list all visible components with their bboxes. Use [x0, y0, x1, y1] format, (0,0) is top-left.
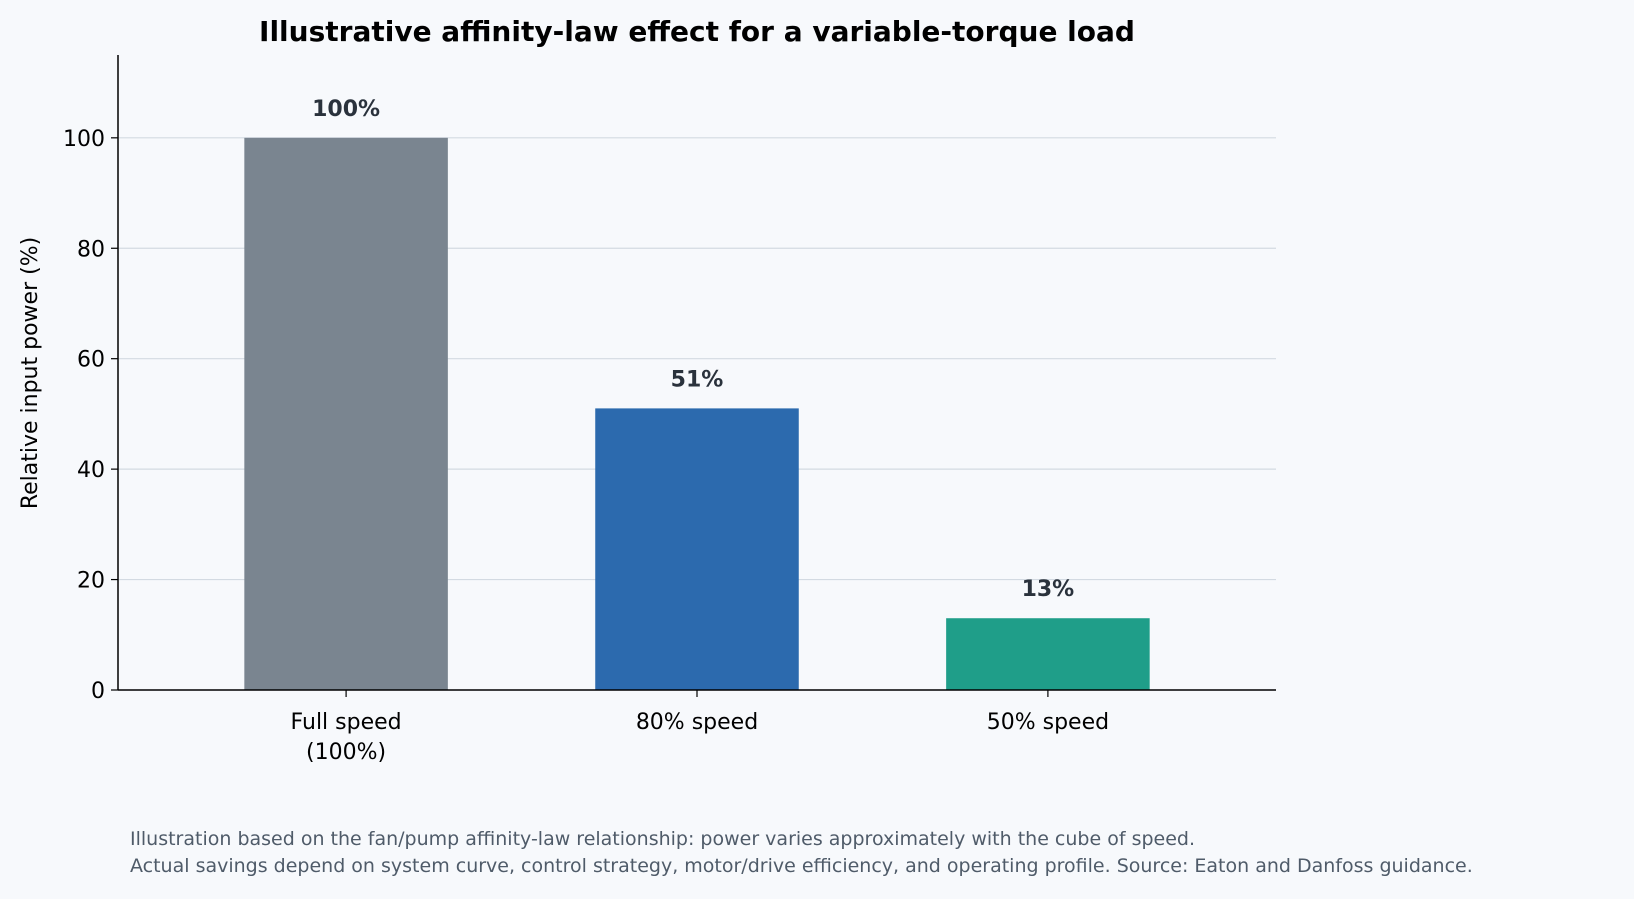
bar: [244, 137, 448, 691]
x-tick-label: (100%): [306, 740, 386, 765]
x-tick-label: 80% speed: [636, 710, 758, 735]
y-tick-label: 80: [77, 237, 105, 262]
y-tick-label: 40: [77, 458, 105, 483]
bar: [946, 618, 1150, 690]
footnote-line-2: Actual savings depend on system curve, c…: [130, 855, 1473, 877]
y-axis-label: Relative input power (%): [18, 237, 43, 509]
y-tick-label: 60: [77, 348, 105, 373]
bars: [244, 137, 1150, 691]
data-labels: 100% 51% 13%: [312, 97, 1074, 602]
y-ticks: 0 20 40 60 80 100: [63, 127, 118, 704]
y-tick-label: 0: [91, 679, 105, 704]
x-tick-label: Full speed: [291, 710, 402, 735]
x-tick-label: 50% speed: [987, 710, 1109, 735]
bar: [595, 408, 799, 690]
bar-value-label: 100%: [312, 97, 380, 122]
y-tick-label: 100: [63, 127, 105, 152]
bar-value-label: 13%: [1022, 577, 1075, 602]
chart-title: Illustrative affinity-law effect for a v…: [259, 15, 1135, 48]
bar-value-label: 51%: [671, 367, 724, 392]
x-ticks: Full speed (100%) 80% speed 50% speed: [291, 690, 1109, 765]
y-tick-label: 20: [77, 569, 105, 594]
footnote-line-1: Illustration based on the fan/pump affin…: [130, 828, 1196, 850]
